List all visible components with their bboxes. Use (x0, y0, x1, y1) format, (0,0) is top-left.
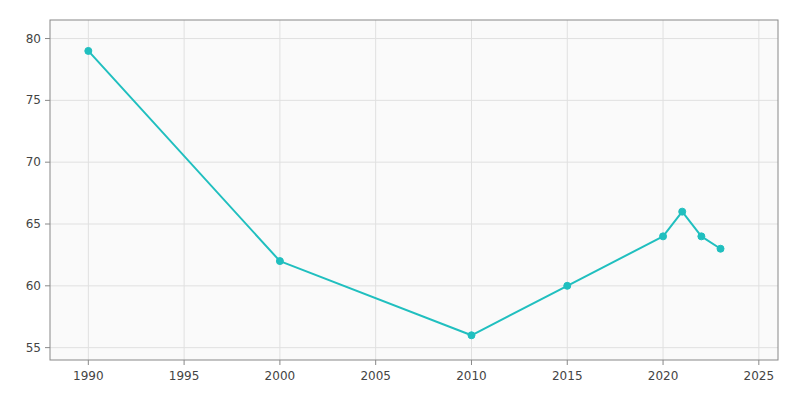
series (85, 47, 724, 338)
x-tick (375, 360, 376, 365)
tick-labels: 1990 1995 2000 2005 2010 2015 2020 2025 55 60 65 70… (26, 32, 774, 383)
y-grid-line (50, 224, 778, 225)
point (717, 245, 724, 252)
grid (45, 20, 778, 365)
x-tick-label: 2005 (360, 369, 391, 383)
point (85, 47, 92, 54)
y-tick (45, 285, 50, 286)
x-tick-label: 2000 (265, 369, 296, 383)
line (88, 51, 720, 335)
point (564, 282, 571, 289)
x-tick (758, 360, 759, 365)
x-tick (88, 360, 89, 365)
x-grid-line (279, 20, 280, 360)
y-grid-line (50, 285, 778, 286)
y-tick (45, 347, 50, 348)
x-tick (471, 360, 472, 365)
point (698, 233, 705, 240)
point (660, 233, 667, 240)
x-grid-line (567, 20, 568, 360)
x-grid-line (184, 20, 185, 360)
chart-container: 1990 1995 2000 2005 2010 2015 2020 2025 55 60 65 70… (0, 0, 800, 400)
x-grid-line (88, 20, 89, 360)
x-tick-label: 2020 (648, 369, 679, 383)
y-tick (45, 224, 50, 225)
y-grid-line (50, 38, 778, 39)
x-tick (663, 360, 664, 365)
y-grid-line (50, 162, 778, 163)
x-tick-label: 1995 (169, 369, 200, 383)
x-grid-line (471, 20, 472, 360)
x-tick-label: 2015 (552, 369, 583, 383)
y-tick (45, 100, 50, 101)
point (276, 258, 283, 265)
y-tick-label: 75 (26, 93, 41, 107)
point (679, 208, 686, 215)
x-tick-label: 2025 (744, 369, 775, 383)
plot-area (50, 20, 778, 360)
y-tick (45, 162, 50, 163)
plot-frame (50, 20, 778, 360)
point (468, 332, 475, 339)
y-grid-line (50, 100, 778, 101)
x-grid-line (663, 20, 664, 360)
y-tick-label: 60 (26, 279, 41, 293)
chart-svg: 1990 1995 2000 2005 2010 2015 2020 2025 55 60 65 70… (0, 0, 800, 400)
x-grid-line (758, 20, 759, 360)
y-tick-label: 80 (26, 32, 41, 46)
x-tick (184, 360, 185, 365)
x-tick (279, 360, 280, 365)
y-tick-label: 55 (26, 341, 41, 355)
y-tick-label: 65 (26, 217, 41, 231)
x-tick-label: 1990 (73, 369, 104, 383)
y-tick-label: 70 (26, 155, 41, 169)
x-tick (567, 360, 568, 365)
x-tick-label: 2010 (456, 369, 487, 383)
x-grid-line (375, 20, 376, 360)
y-tick (45, 38, 50, 39)
y-grid-line (50, 347, 778, 348)
